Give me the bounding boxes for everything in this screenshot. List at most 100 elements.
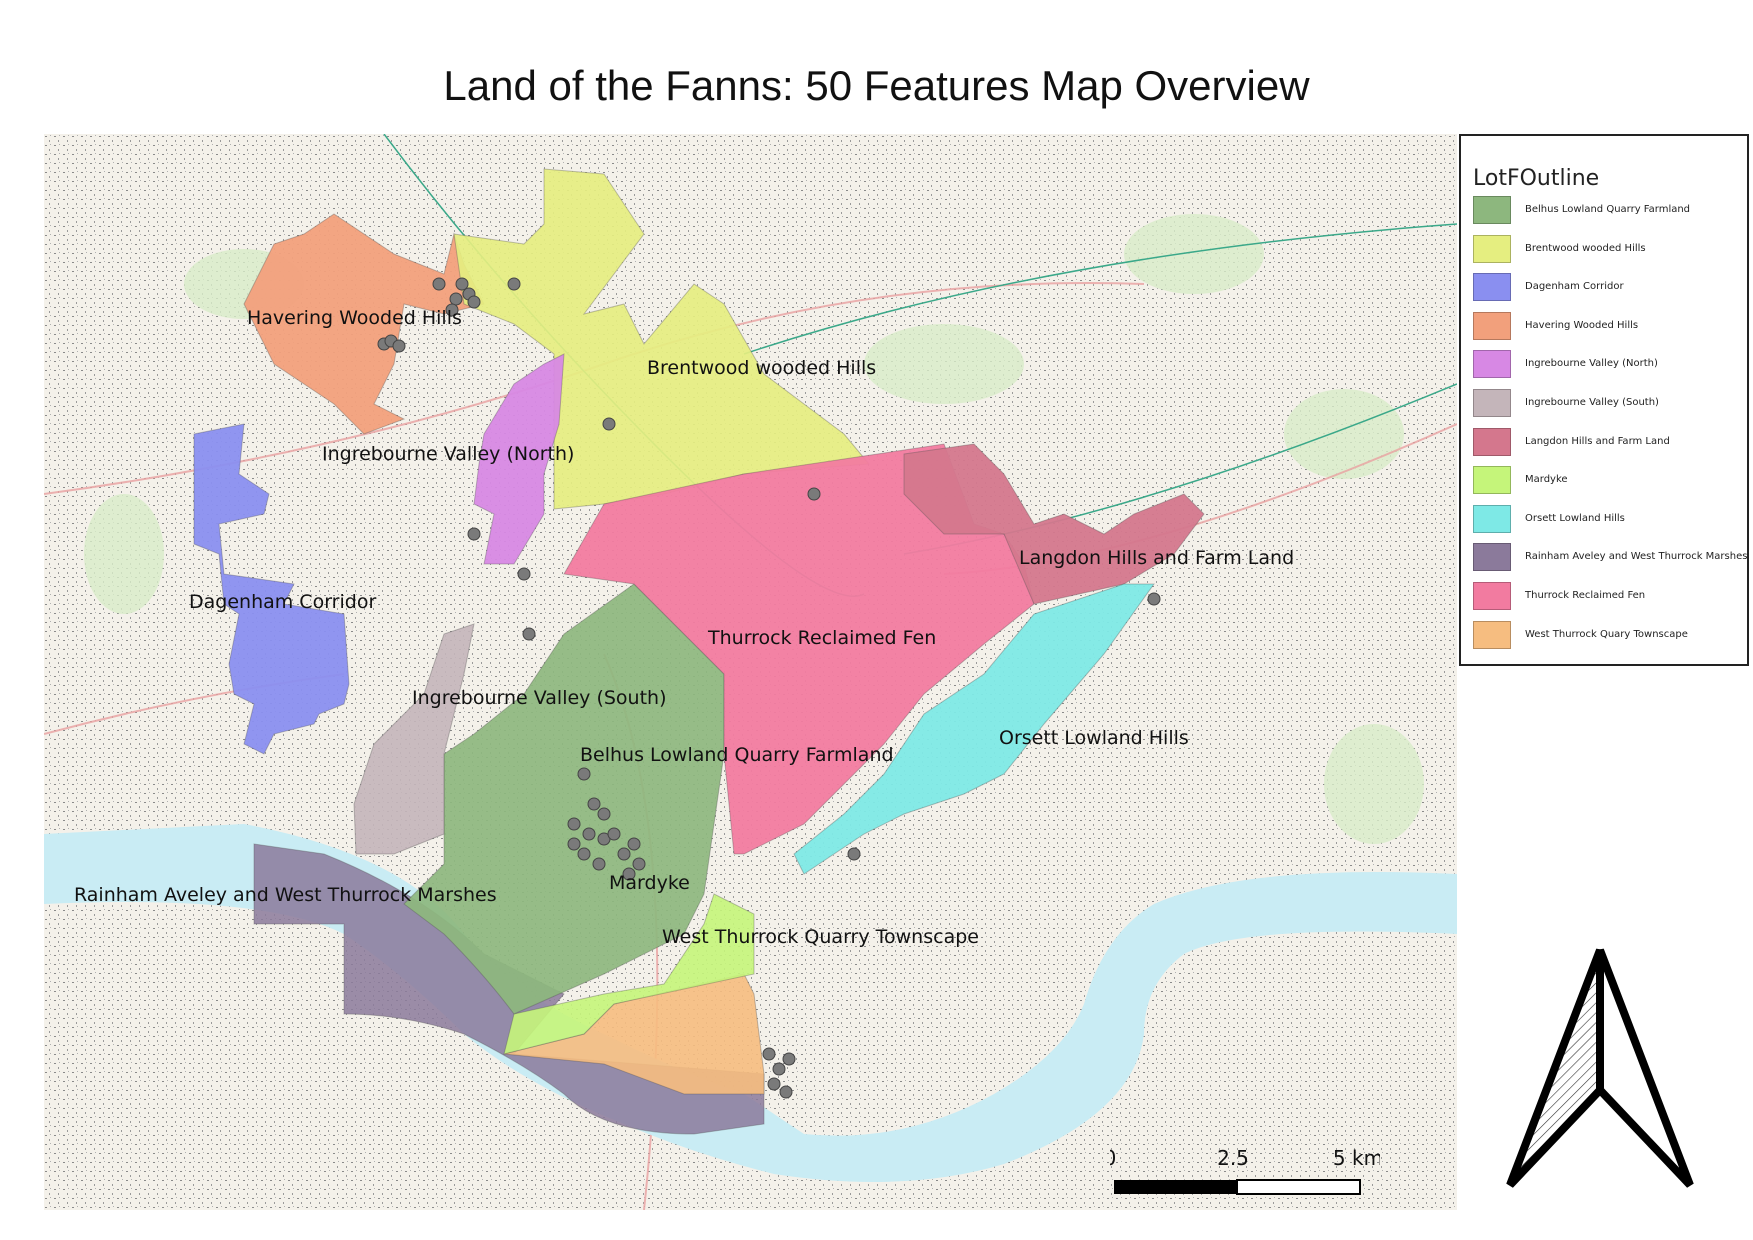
- legend-item: Havering Wooded Hills: [1473, 311, 1743, 342]
- map-title: Land of the Fanns: 50 Features Map Overv…: [443, 62, 1310, 109]
- legend-swatch: [1473, 504, 1511, 533]
- scale-tick-0: 0: [1110, 1146, 1116, 1170]
- feature-point[interactable]: [567, 837, 581, 851]
- feature-point[interactable]: [782, 1052, 796, 1066]
- legend-swatch: [1473, 273, 1511, 302]
- label-thurrock: Thurrock Reclaimed Fen: [707, 627, 936, 649]
- feature-point[interactable]: [602, 417, 616, 431]
- scale-tick-mid: 2.5: [1217, 1146, 1249, 1170]
- legend-label: Rainham Aveley and West Thurrock Marshes: [1525, 551, 1748, 563]
- legend-swatch: [1473, 234, 1511, 263]
- legend-item: Ingrebourne Valley (South): [1473, 389, 1743, 419]
- scale-segment-black: [1114, 1180, 1237, 1194]
- feature-point[interactable]: [392, 339, 406, 353]
- feature-point[interactable]: [632, 857, 646, 871]
- region-havering[interactable]: [243, 213, 485, 435]
- scale-segment-white: [1236, 1179, 1361, 1195]
- legend-swatch: [1473, 196, 1511, 224]
- legend-swatch: [1473, 466, 1511, 495]
- feature-point[interactable]: [597, 807, 611, 821]
- feature-point[interactable]: [617, 847, 631, 861]
- legend-item: Mardyke: [1473, 466, 1743, 496]
- region-langdon[interactable]: [903, 443, 1205, 605]
- feature-point[interactable]: [627, 837, 641, 851]
- legend-swatch: [1473, 311, 1511, 340]
- label-belhus: Belhus Lowland Quarry Farmland: [580, 744, 894, 766]
- legend-item: Thurrock Reclaimed Fen: [1473, 582, 1743, 612]
- feature-point[interactable]: [592, 857, 606, 871]
- label-havering: Havering Wooded Hills: [247, 307, 462, 329]
- feature-point[interactable]: [432, 277, 446, 291]
- legend-label: Dagenham Corridor: [1525, 281, 1624, 293]
- legend-title: LotFOutline: [1473, 166, 1600, 191]
- feature-point[interactable]: [517, 567, 531, 581]
- feature-point[interactable]: [507, 277, 521, 291]
- feature-point[interactable]: [622, 867, 636, 881]
- legend-swatch: [1473, 543, 1511, 572]
- legend-swatch: [1473, 389, 1511, 417]
- north-arrow-icon: [1506, 948, 1694, 1188]
- legend-label: Langdon Hills and Farm Land: [1525, 435, 1670, 447]
- legend-item: Ingrebourne Valley (North): [1473, 350, 1743, 380]
- region-layer: [193, 168, 1205, 1135]
- label-dagenham: Dagenham Corridor: [189, 591, 376, 613]
- label-rainham: Rainham Aveley and West Thurrock Marshes: [74, 884, 497, 906]
- feature-point[interactable]: [467, 295, 481, 309]
- legend-swatch: [1473, 582, 1511, 610]
- legend-label: Mardyke: [1525, 474, 1568, 486]
- region-ingre-north[interactable]: [473, 353, 565, 565]
- scale-bar: 0 2.5 5 km: [1110, 1146, 1380, 1195]
- legend-item: Dagenham Corridor: [1473, 273, 1743, 303]
- feature-point[interactable]: [587, 797, 601, 811]
- legend-item: Rainham Aveley and West Thurrock Marshes: [1473, 543, 1747, 573]
- legend-swatch: [1473, 350, 1511, 379]
- legend-item: Orsett Lowland Hills: [1473, 504, 1743, 535]
- region-ingre-south[interactable]: [353, 623, 475, 855]
- feature-points: [377, 277, 1161, 1099]
- feature-point[interactable]: [467, 527, 481, 541]
- feature-point[interactable]: [607, 827, 621, 841]
- legend-swatch: [1473, 427, 1511, 456]
- label-brentwood: Brentwood wooded Hills: [647, 357, 876, 379]
- region-labels: Havering Wooded Hills Brentwood wooded H…: [74, 307, 1294, 948]
- feature-point[interactable]: [449, 292, 463, 306]
- legend-label: Ingrebourne Valley (South): [1525, 397, 1659, 408]
- feature-point[interactable]: [762, 1047, 776, 1061]
- legend-item: West Thurrock Quary Townscape: [1473, 620, 1743, 651]
- label-langdon: Langdon Hills and Farm Land: [1019, 547, 1294, 569]
- legend-item: Langdon Hills and Farm Land: [1473, 427, 1743, 458]
- feature-point[interactable]: [455, 277, 469, 291]
- feature-point[interactable]: [445, 303, 459, 317]
- legend-swatch: [1473, 620, 1511, 649]
- feature-point[interactable]: [577, 767, 591, 781]
- legend-item: Brentwood wooded Hills: [1473, 234, 1743, 265]
- feature-point[interactable]: [1147, 592, 1161, 606]
- feature-point[interactable]: [577, 847, 591, 861]
- legend-label: Ingrebourne Valley (North): [1525, 358, 1658, 370]
- feature-point[interactable]: [522, 627, 536, 641]
- map-canvas[interactable]: Havering Wooded Hills Brentwood wooded H…: [44, 134, 1457, 1210]
- legend-label: Belhus Lowland Quarry Farmland: [1525, 204, 1691, 215]
- label-ingre-south: Ingrebourne Valley (South): [412, 687, 667, 709]
- region-mardyke[interactable]: [503, 893, 755, 1055]
- feature-point[interactable]: [567, 817, 581, 831]
- label-west-thurrock: West Thurrock Quarry Townscape: [662, 926, 979, 948]
- scale-tick-end: 5 km: [1333, 1146, 1380, 1170]
- legend-label: Brentwood wooded Hills: [1525, 242, 1646, 254]
- feature-point[interactable]: [807, 487, 821, 501]
- region-belhus[interactable]: [403, 583, 725, 1015]
- legend-label: Thurrock Reclaimed Fen: [1525, 590, 1646, 601]
- legend-label: West Thurrock Quary Townscape: [1525, 628, 1688, 640]
- label-orsett: Orsett Lowland Hills: [999, 727, 1189, 749]
- feature-point[interactable]: [779, 1085, 793, 1099]
- legend: LotFOutline Belhus Lowland Quarry Farmla…: [1459, 134, 1749, 666]
- feature-point[interactable]: [847, 847, 861, 861]
- region-dagenham[interactable]: [193, 423, 350, 755]
- feature-point[interactable]: [582, 827, 596, 841]
- feature-point[interactable]: [772, 1062, 786, 1076]
- legend-item: Belhus Lowland Quarry Farmland: [1473, 196, 1743, 226]
- region-thurrock[interactable]: [563, 443, 1035, 855]
- feature-point[interactable]: [767, 1077, 781, 1091]
- legend-label: Havering Wooded Hills: [1525, 319, 1639, 331]
- region-orsett[interactable]: [793, 583, 1155, 875]
